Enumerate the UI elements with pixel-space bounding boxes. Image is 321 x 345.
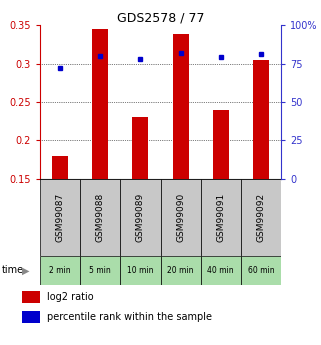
Text: 20 min: 20 min bbox=[167, 266, 194, 275]
Bar bbox=[160, 179, 201, 256]
Text: GSM99090: GSM99090 bbox=[176, 193, 185, 242]
Text: 5 min: 5 min bbox=[90, 266, 111, 275]
Text: ▶: ▶ bbox=[22, 266, 29, 275]
Bar bbox=[201, 179, 241, 256]
Bar bbox=[80, 256, 120, 285]
Text: GSM99091: GSM99091 bbox=[216, 193, 225, 242]
Text: GSM99089: GSM99089 bbox=[136, 193, 145, 242]
Bar bbox=[213, 110, 229, 179]
Bar bbox=[160, 256, 201, 285]
Bar bbox=[22, 311, 40, 324]
Text: 10 min: 10 min bbox=[127, 266, 154, 275]
Bar bbox=[173, 34, 188, 179]
Text: GSM99087: GSM99087 bbox=[56, 193, 65, 242]
Bar bbox=[241, 179, 281, 256]
Bar bbox=[241, 256, 281, 285]
Bar bbox=[40, 179, 80, 256]
Text: 40 min: 40 min bbox=[207, 266, 234, 275]
Bar bbox=[120, 179, 160, 256]
Text: GSM99092: GSM99092 bbox=[256, 193, 265, 242]
Bar bbox=[253, 60, 269, 179]
Text: 60 min: 60 min bbox=[247, 266, 274, 275]
Text: GSM99088: GSM99088 bbox=[96, 193, 105, 242]
Bar bbox=[22, 290, 40, 303]
Text: percentile rank within the sample: percentile rank within the sample bbox=[47, 313, 212, 322]
Bar bbox=[40, 256, 80, 285]
Bar bbox=[201, 256, 241, 285]
Text: log2 ratio: log2 ratio bbox=[47, 292, 93, 302]
Bar bbox=[92, 29, 108, 179]
Bar bbox=[80, 179, 120, 256]
Text: time: time bbox=[2, 266, 24, 275]
Title: GDS2578 / 77: GDS2578 / 77 bbox=[117, 11, 204, 24]
Bar bbox=[133, 117, 149, 179]
Bar bbox=[120, 256, 160, 285]
Text: 2 min: 2 min bbox=[49, 266, 71, 275]
Bar bbox=[52, 156, 68, 179]
